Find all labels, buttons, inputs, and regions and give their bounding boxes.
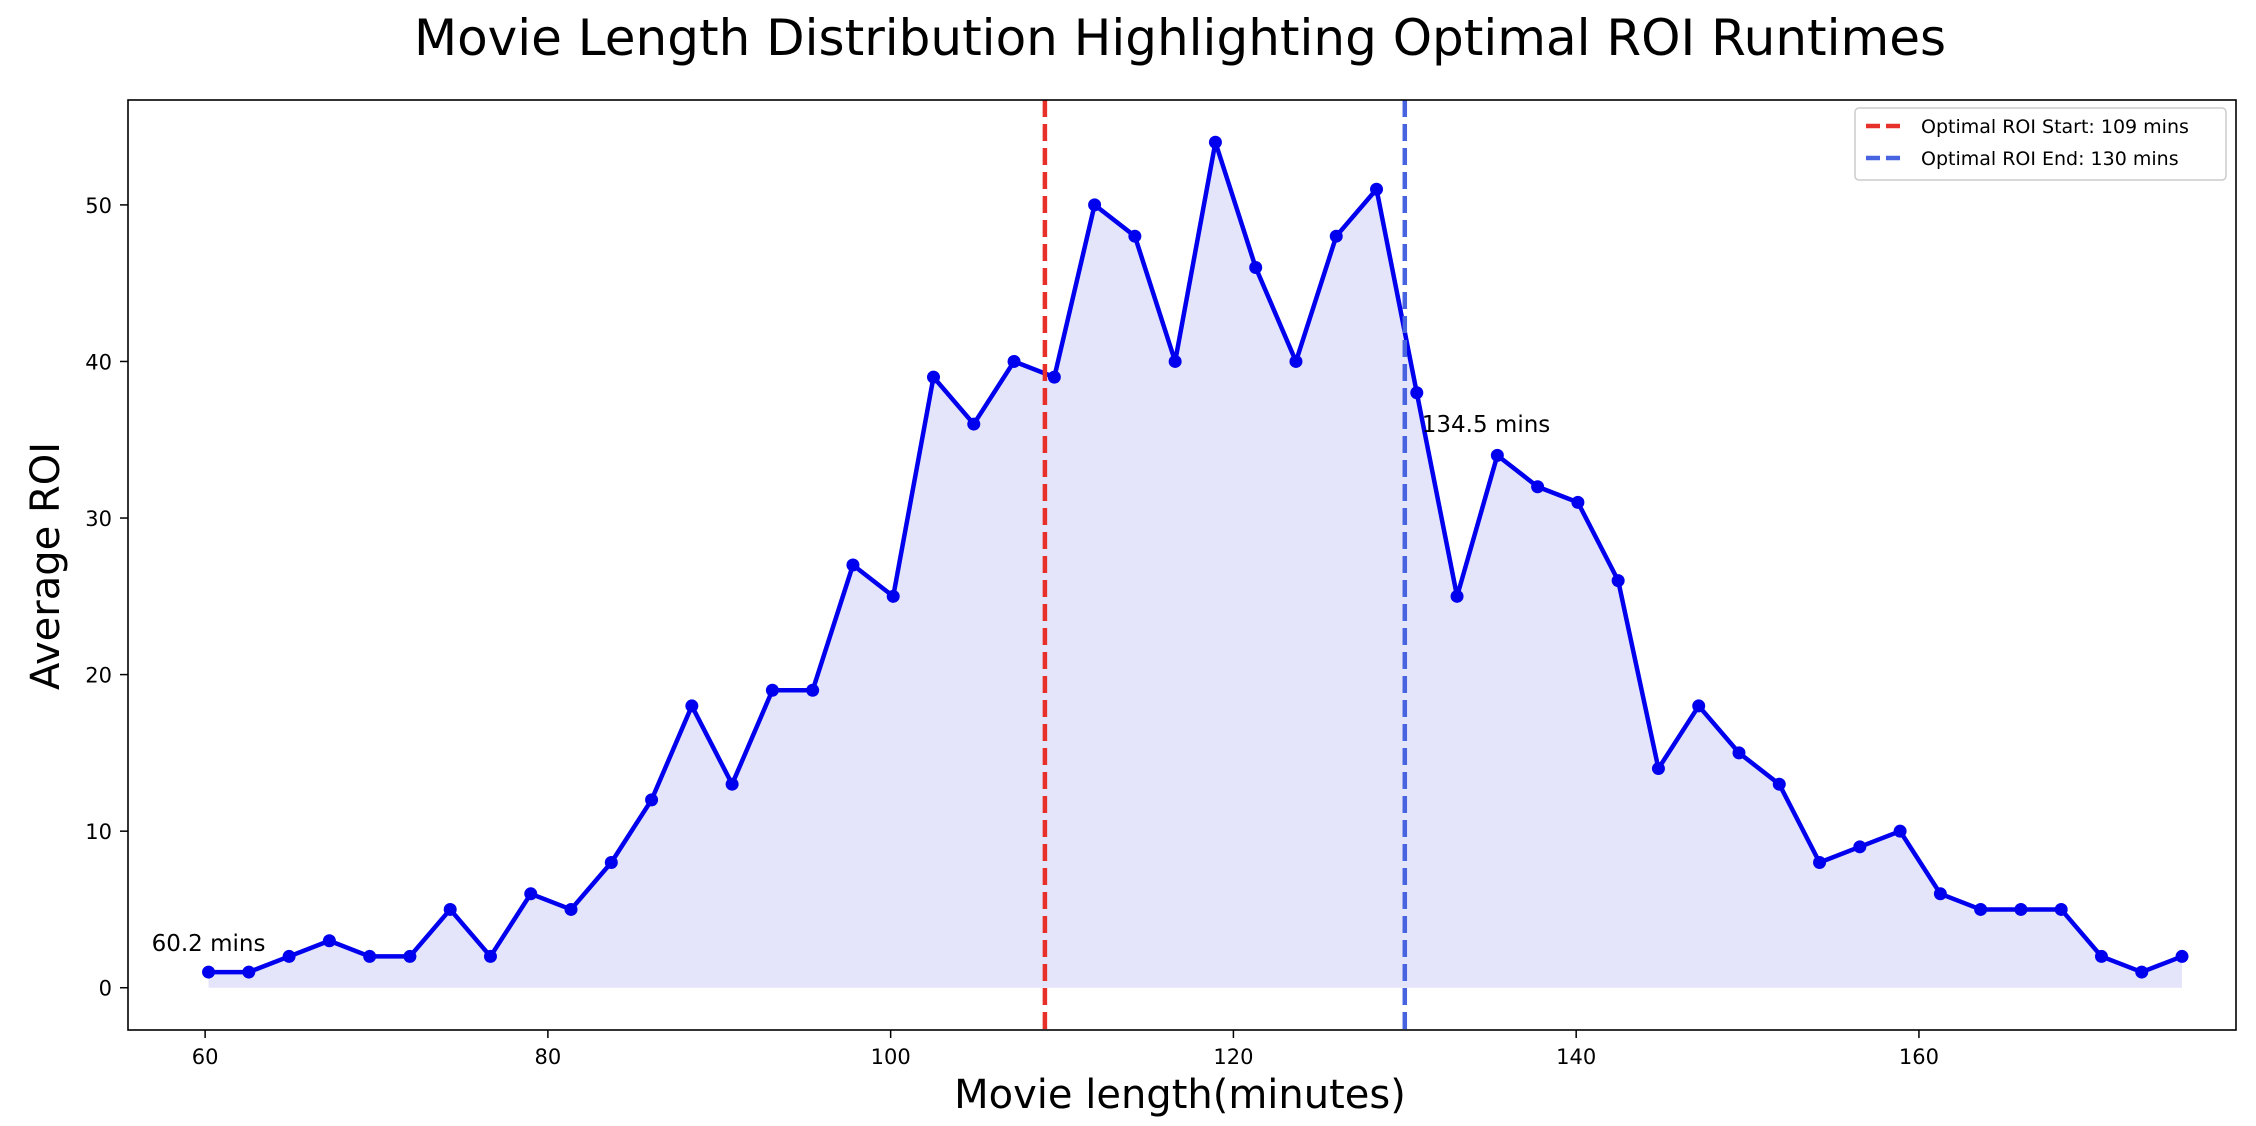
data-point-17 <box>886 589 900 603</box>
data-point-8 <box>524 887 538 901</box>
roi-area-fill <box>208 142 2183 988</box>
data-point-2 <box>282 949 296 963</box>
data-point-16 <box>846 558 860 572</box>
data-point-25 <box>1208 135 1222 149</box>
chart-title: Movie Length Distribution Highlighting O… <box>414 9 1946 67</box>
data-point-45 <box>2014 902 2028 916</box>
data-point-22 <box>1088 198 1102 212</box>
data-point-4 <box>363 949 377 963</box>
roi-series-line <box>208 140 2183 975</box>
data-point-26 <box>1249 261 1263 275</box>
data-point-0 <box>202 965 216 979</box>
data-point-32 <box>1490 448 1504 462</box>
data-point-43 <box>1933 887 1947 901</box>
x-tick-label: 120 <box>1213 1045 1253 1069</box>
legend-box <box>1854 107 2227 181</box>
legend-label-start: Optimal ROI Start: 109 mins <box>1921 116 2189 138</box>
annotation-max-length: 134.5 mins <box>1422 412 1551 438</box>
y-axis-label: Average ROI <box>23 442 69 690</box>
data-point-1 <box>242 965 256 979</box>
data-point-40 <box>1813 855 1827 869</box>
data-point-42 <box>1893 824 1907 838</box>
x-tick-label: 80 <box>535 1045 562 1069</box>
y-axis-ticks: 0 10 20 30 40 50 <box>85 194 128 1001</box>
y-tick-label: 30 <box>85 507 112 531</box>
data-point-24 <box>1168 354 1182 368</box>
data-point-35 <box>1611 574 1625 588</box>
data-point-27 <box>1289 354 1303 368</box>
data-points <box>202 135 2189 979</box>
data-point-6 <box>443 902 457 916</box>
y-tick-label: 10 <box>85 820 112 844</box>
data-point-49 <box>2175 949 2189 963</box>
data-point-9 <box>564 902 578 916</box>
data-point-19 <box>967 417 981 431</box>
x-tick-label: 140 <box>1556 1045 1596 1069</box>
x-axis-label: Movie length(minutes) <box>954 1072 1406 1118</box>
data-point-28 <box>1329 229 1343 243</box>
y-tick-label: 20 <box>85 664 112 688</box>
data-point-23 <box>1128 229 1142 243</box>
data-point-5 <box>403 949 417 963</box>
data-point-41 <box>1853 840 1867 854</box>
data-point-20 <box>1007 354 1021 368</box>
data-point-46 <box>2054 902 2068 916</box>
y-tick-label: 40 <box>85 350 112 374</box>
data-point-33 <box>1531 480 1545 494</box>
data-point-15 <box>806 683 820 697</box>
data-point-14 <box>765 683 779 697</box>
legend[interactable]: Optimal ROI Start: 109 mins Optimal ROI … <box>1854 107 2227 181</box>
data-point-36 <box>1651 762 1665 776</box>
data-point-48 <box>2135 965 2149 979</box>
data-point-47 <box>2094 949 2108 963</box>
data-point-21 <box>1047 370 1061 384</box>
x-tick-label: 100 <box>871 1045 911 1069</box>
plot-frame <box>127 99 2237 1031</box>
data-point-30 <box>1410 386 1424 400</box>
data-point-12 <box>685 699 699 713</box>
annotation-min-length: 60.2 mins <box>152 931 266 957</box>
data-point-11 <box>645 793 659 807</box>
data-point-34 <box>1571 495 1585 509</box>
data-point-29 <box>1370 182 1384 196</box>
data-point-3 <box>322 934 336 948</box>
legend-label-end: Optimal ROI End: 130 mins <box>1921 148 2179 170</box>
x-tick-label: 60 <box>192 1045 219 1069</box>
y-tick-label: 50 <box>85 194 112 218</box>
x-tick-label: 160 <box>1899 1045 1939 1069</box>
data-point-38 <box>1732 746 1746 760</box>
data-point-39 <box>1772 777 1786 791</box>
data-point-31 <box>1450 589 1464 603</box>
plot-area: 60.2 mins 134.5 mins <box>152 100 2189 1030</box>
data-point-13 <box>725 777 739 791</box>
data-point-18 <box>926 370 940 384</box>
data-point-44 <box>1974 902 1988 916</box>
x-axis-ticks: 60 80 100 120 140 160 <box>192 1030 1939 1069</box>
y-tick-label: 0 <box>99 977 112 1001</box>
data-point-10 <box>604 855 618 869</box>
data-point-37 <box>1692 699 1706 713</box>
data-point-7 <box>483 949 497 963</box>
